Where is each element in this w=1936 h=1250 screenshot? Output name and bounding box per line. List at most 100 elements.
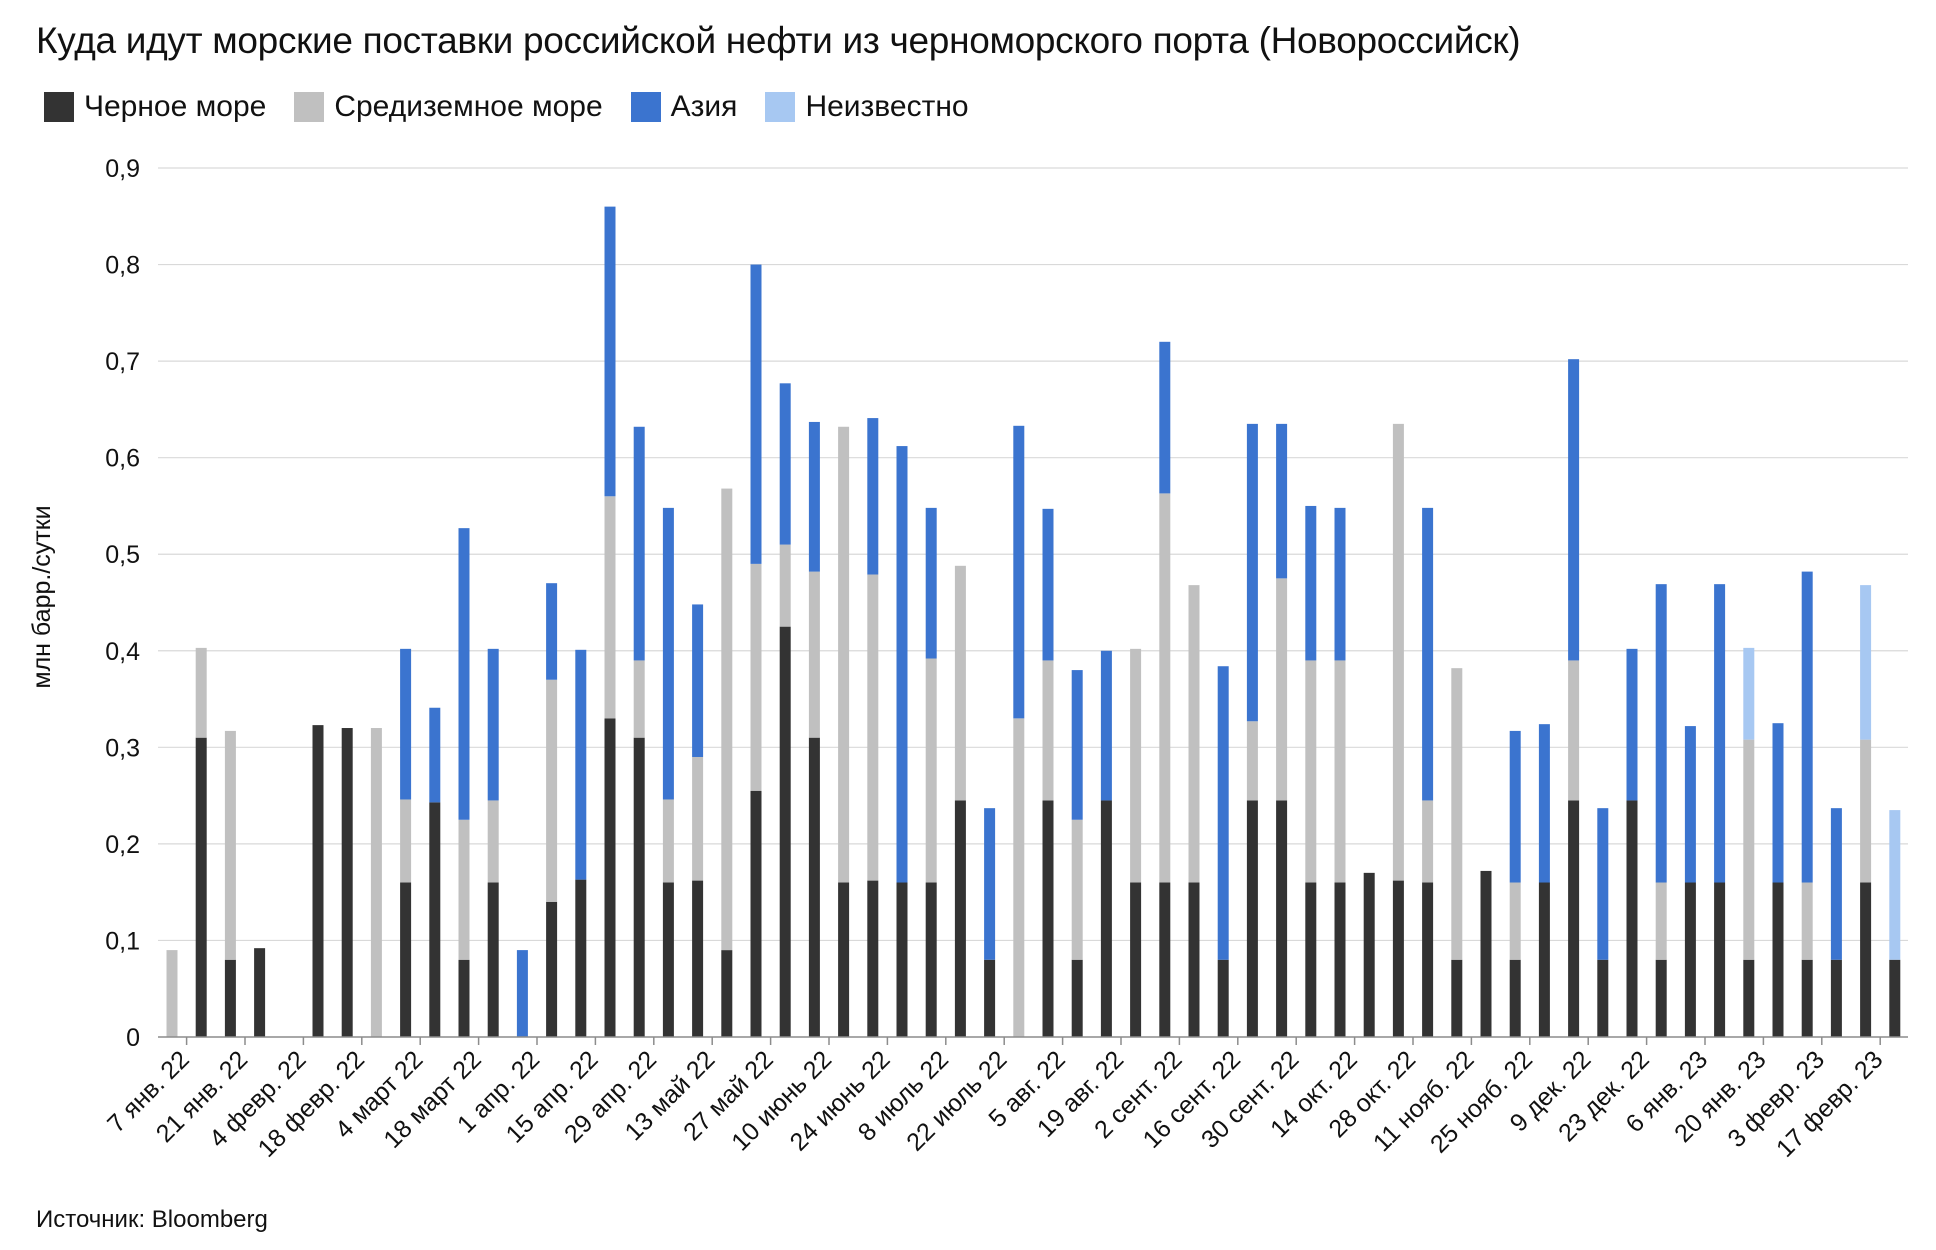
bar-segment-mediterranean bbox=[1801, 882, 1813, 960]
bar-segment-asia bbox=[458, 528, 470, 820]
bar-segment-black-sea bbox=[341, 728, 353, 1037]
bar-segment-asia bbox=[692, 604, 704, 757]
bar-segment-asia bbox=[1276, 423, 1288, 579]
y-tick-label: 0,5 bbox=[105, 541, 140, 569]
bar-segment-black-sea bbox=[896, 882, 908, 1037]
bar-segment-asia bbox=[1042, 508, 1054, 661]
legend-label-asia: Азия bbox=[670, 90, 738, 123]
bar-segment-black-sea bbox=[429, 802, 441, 1037]
bar-segment-asia bbox=[1801, 571, 1813, 883]
chart-title: Куда идут морские поставки российской не… bbox=[36, 20, 1521, 61]
bar-segment-mediterranean bbox=[604, 496, 616, 719]
source-note: Источник: Bloomberg bbox=[36, 1206, 268, 1233]
y-axis-title: млн барр./сутки bbox=[28, 505, 56, 688]
y-tick-label: 0,9 bbox=[105, 155, 140, 183]
bar-layer bbox=[166, 206, 1901, 1037]
bar-segment-black-sea bbox=[1684, 882, 1696, 1037]
bar-segment-black-sea bbox=[662, 882, 674, 1037]
bar-segment-black-sea bbox=[808, 737, 820, 1037]
bar-segment-asia bbox=[1071, 670, 1083, 820]
bar-segment-asia bbox=[1684, 726, 1696, 883]
bar-segment-unknown bbox=[1743, 647, 1755, 740]
bar-segment-black-sea bbox=[1597, 959, 1609, 1037]
bar-segment-mediterranean bbox=[1392, 423, 1404, 881]
bar-segment-asia bbox=[1626, 648, 1638, 801]
bar-segment-black-sea bbox=[1714, 882, 1726, 1037]
bar-segment-mediterranean bbox=[838, 426, 850, 883]
y-tick-label: 0 bbox=[126, 1024, 140, 1052]
bar-segment-mediterranean bbox=[458, 819, 470, 960]
bar-segment-black-sea bbox=[721, 950, 733, 1037]
bar-segment-black-sea bbox=[1071, 959, 1083, 1037]
bar-segment-mediterranean bbox=[1509, 882, 1521, 960]
bar-segment-black-sea bbox=[1217, 959, 1229, 1037]
bar-segment-asia bbox=[779, 383, 791, 545]
bar-segment-asia bbox=[896, 446, 908, 883]
bar-segment-mediterranean bbox=[1743, 739, 1755, 960]
bar-segment-black-sea bbox=[1305, 882, 1317, 1037]
bar-segment-asia bbox=[1305, 505, 1317, 661]
bar-segment-asia bbox=[1246, 423, 1258, 722]
bar-segment-asia bbox=[984, 808, 996, 960]
bar-segment-black-sea bbox=[1860, 882, 1872, 1037]
bar-segment-black-sea bbox=[1159, 882, 1171, 1037]
bar-segment-black-sea bbox=[867, 880, 879, 1037]
bar-segment-black-sea bbox=[1743, 959, 1755, 1037]
bar-segment-mediterranean bbox=[1188, 585, 1200, 883]
y-tick-label: 0,8 bbox=[105, 252, 140, 280]
bar-segment-asia bbox=[1100, 650, 1112, 801]
legend-item-mediterranean: Средиземное море bbox=[294, 90, 603, 124]
bar-segment-black-sea bbox=[1830, 959, 1842, 1037]
legend: Черное море Средиземное море Азия Неизве… bbox=[44, 90, 997, 124]
bar-segment-black-sea bbox=[487, 882, 499, 1037]
bar-segment-mediterranean bbox=[1305, 660, 1317, 883]
bar-segment-mediterranean bbox=[1276, 578, 1288, 801]
legend-item-black-sea: Черное море bbox=[44, 90, 266, 124]
bar-segment-mediterranean bbox=[1568, 660, 1580, 801]
bar-segment-asia bbox=[1830, 808, 1842, 960]
bar-segment-black-sea bbox=[779, 626, 791, 1037]
bar-segment-black-sea bbox=[925, 882, 937, 1037]
bar-segment-black-sea bbox=[750, 790, 762, 1037]
bar-segment-asia bbox=[604, 206, 616, 497]
bar-segment-black-sea bbox=[1801, 959, 1813, 1037]
bar-segment-black-sea bbox=[1480, 870, 1492, 1037]
bar-segment-mediterranean bbox=[1130, 648, 1142, 883]
bar-segment-mediterranean bbox=[633, 660, 645, 738]
bar-segment-black-sea bbox=[1363, 872, 1375, 1037]
bar-segment-black-sea bbox=[1334, 882, 1346, 1037]
bar-segment-black-sea bbox=[546, 901, 558, 1037]
legend-label-unknown: Неизвестно bbox=[805, 90, 969, 123]
bar-segment-mediterranean bbox=[487, 800, 499, 883]
bar-segment-black-sea bbox=[1392, 880, 1404, 1037]
bar-segment-mediterranean bbox=[1860, 739, 1872, 883]
bar-segment-black-sea bbox=[1451, 959, 1463, 1037]
bar-segment-asia bbox=[1013, 425, 1025, 719]
bar-segment-mediterranean bbox=[925, 658, 937, 883]
y-tick-label: 0,6 bbox=[105, 445, 140, 473]
bar-segment-black-sea bbox=[838, 882, 850, 1037]
bar-segment-mediterranean bbox=[400, 799, 412, 883]
bar-segment-asia bbox=[1568, 359, 1580, 661]
bar-segment-asia bbox=[1159, 341, 1171, 494]
bar-segment-asia bbox=[487, 648, 499, 801]
bar-segment-black-sea bbox=[1568, 800, 1580, 1037]
bar-segment-asia bbox=[1509, 730, 1521, 883]
bar-segment-black-sea bbox=[1246, 800, 1258, 1037]
y-tick-label: 0,7 bbox=[105, 348, 140, 376]
y-tick-label: 0,1 bbox=[105, 927, 140, 955]
bar-segment-asia bbox=[575, 649, 587, 880]
bar-segment-asia bbox=[1597, 808, 1609, 960]
bar-segment-black-sea bbox=[633, 737, 645, 1037]
bar-segment-black-sea bbox=[1276, 800, 1288, 1037]
bar-segment-mediterranean bbox=[224, 730, 236, 960]
bar-segment-unknown bbox=[1860, 585, 1872, 740]
bar-segment-mediterranean bbox=[954, 565, 966, 801]
bar-segment-mediterranean bbox=[1246, 721, 1258, 801]
grid-layer bbox=[158, 167, 1908, 942]
legend-item-unknown: Неизвестно bbox=[765, 90, 969, 124]
bar-segment-asia bbox=[429, 707, 441, 803]
bar-segment-asia bbox=[546, 583, 558, 680]
bar-segment-asia bbox=[633, 426, 645, 661]
bar-segment-black-sea bbox=[692, 880, 704, 1037]
